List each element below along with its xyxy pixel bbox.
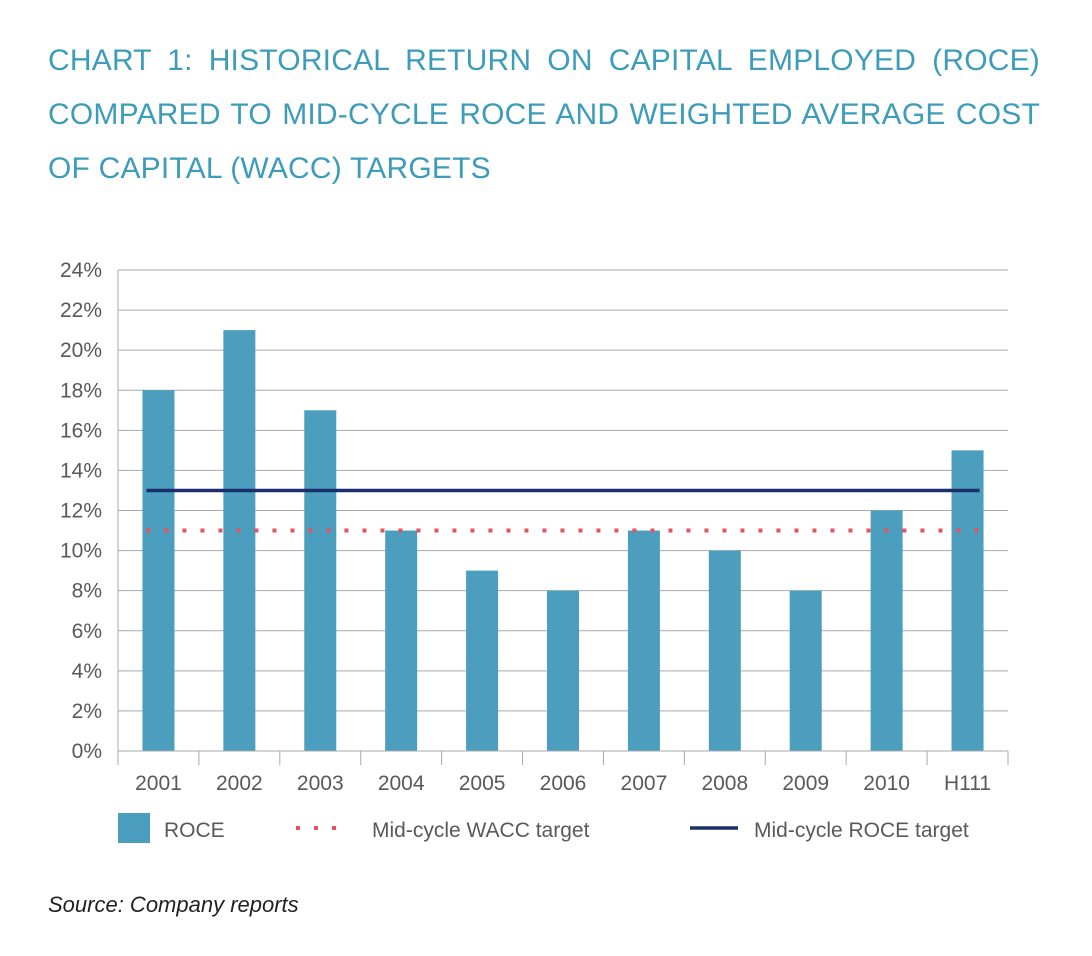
roce-bar-chart: 0% 2% 4% 6% 8% 10% 12% 14% 16% 18% 20% 22% 24% 2001 20… xyxy=(60,259,1009,843)
roce-bars xyxy=(142,330,984,751)
legend-label-wacc: Mid-cycle WACC target xyxy=(372,819,590,842)
x-tick-label: 2009 xyxy=(782,772,829,795)
legend-swatch-roce xyxy=(118,813,150,843)
bar-roce-H111 xyxy=(951,450,984,751)
y-tick-label: 20% xyxy=(60,339,102,362)
x-tick-label: 2010 xyxy=(863,772,910,795)
y-tick-label: 24% xyxy=(60,259,102,282)
bar-roce-2010 xyxy=(870,510,903,751)
bar-roce-2009 xyxy=(789,590,822,751)
axes: 0% 2% 4% 6% 8% 10% 12% 14% 16% 18% 20% 22% 24% 2001 20… xyxy=(60,259,1009,795)
legend-label-roce-target: Mid-cycle ROCE target xyxy=(754,819,969,842)
legend: ROCE Mid-cycle WACC target Mid-cycle ROCE … xyxy=(118,813,969,843)
bar-roce-2005 xyxy=(466,570,499,751)
x-tick-label: H111 xyxy=(944,772,991,795)
bar-roce-2001 xyxy=(142,390,175,751)
bar-roce-2006 xyxy=(547,590,579,751)
bar-roce-2003 xyxy=(304,410,337,751)
x-tick-label: 2005 xyxy=(459,772,506,795)
y-tick-label: 10% xyxy=(60,540,102,563)
y-tick-label: 12% xyxy=(60,500,102,523)
y-tick-label: 16% xyxy=(60,419,102,442)
y-tick-label: 4% xyxy=(72,660,102,683)
y-tick-label: 14% xyxy=(60,459,102,482)
y-tick-label: 0% xyxy=(72,740,102,763)
bar-roce-2008 xyxy=(708,550,741,751)
x-tick-label: 2006 xyxy=(540,772,587,795)
x-tick-label: 2004 xyxy=(378,772,425,795)
bar-roce-2004 xyxy=(385,530,418,751)
x-tick-label: 2007 xyxy=(621,772,668,795)
source-note: Source: Company reports xyxy=(48,892,299,917)
chart-title: CHART 1: HISTORICAL RETURN ON CAPITAL EM… xyxy=(48,44,1040,185)
y-tick-label: 2% xyxy=(72,700,102,723)
target-lines xyxy=(146,488,980,533)
y-tick-label: 22% xyxy=(60,299,102,322)
x-tick-label: 2002 xyxy=(216,772,263,795)
x-tick-label: 2001 xyxy=(135,772,182,795)
y-tick-label: 8% xyxy=(72,580,102,603)
legend-label-roce: ROCE xyxy=(164,819,225,842)
bar-roce-2002 xyxy=(223,330,256,751)
y-tick-label: 6% xyxy=(72,620,102,643)
x-tick-label: 2003 xyxy=(297,772,344,795)
y-tick-label: 18% xyxy=(60,379,102,402)
bar-roce-2007 xyxy=(627,530,660,751)
x-tick-label: 2008 xyxy=(701,772,748,795)
